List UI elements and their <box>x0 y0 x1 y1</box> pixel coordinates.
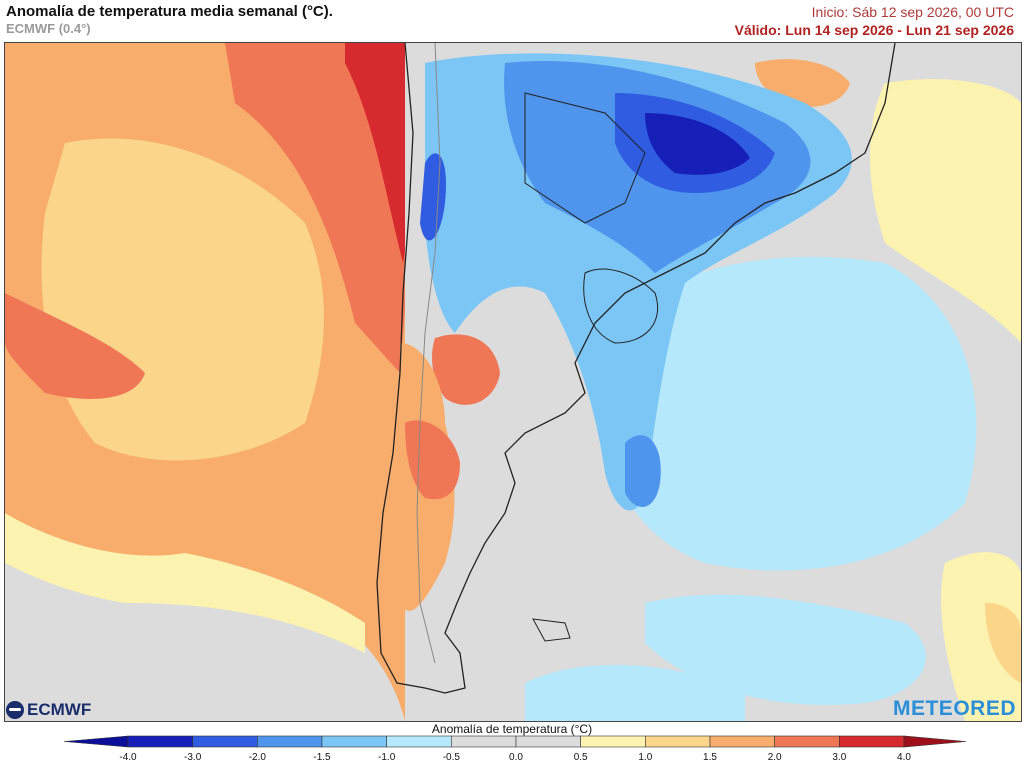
colorbar-segment <box>774 735 840 748</box>
colorbar-segment <box>580 735 646 748</box>
colorbar-tick-label: 1.0 <box>638 752 653 763</box>
colorbar-segment <box>839 735 905 748</box>
colorbar-ticks: -4.0 -3.0 -2.0 -1.5 -1.0 -0.5 0.0 0.5 1.0 1.5 2.0 3… <box>0 752 1024 766</box>
atlantic-cold-patch <box>625 435 661 507</box>
southeast-warm-patch <box>985 603 1021 683</box>
pacific-warm-patch <box>5 293 145 399</box>
map-title: Anomalía de temperatura media semanal (°… <box>6 3 333 20</box>
coastal-hot-band <box>345 43 417 263</box>
south-pacific-mild <box>5 513 365 653</box>
colorbar-segment <box>192 735 258 748</box>
argentina-warm-patch <box>432 334 500 405</box>
valid-period: Válido: Lun 14 sep 2026 - Lun 21 sep 202… <box>734 22 1014 38</box>
colorbar-tick-label: 2.0 <box>767 752 782 763</box>
malvinas-islands <box>532 618 571 642</box>
cold-anomaly-core <box>645 113 750 175</box>
uruguay-border <box>583 268 659 344</box>
colorbar-tick-label: -1.5 <box>313 752 331 763</box>
colorbar-under-arrow <box>63 735 129 748</box>
bolivia-border <box>524 92 646 224</box>
colorbar <box>63 735 967 748</box>
colorbar-title: Anomalía de temperatura (°C) <box>431 722 593 736</box>
ecmwf-logo-icon <box>6 701 24 719</box>
colorbar-tick-label: 0.0 <box>509 752 523 763</box>
ecmwf-logo-text: ECMWF <box>27 700 92 719</box>
brazil-coast-mild <box>870 79 1021 343</box>
andes-border <box>416 43 441 664</box>
model-label: ECMWF (0.4°) <box>6 21 91 36</box>
colorbar-segment <box>386 735 452 748</box>
colorbar-tick-label: -2.0 <box>248 752 266 763</box>
map-canvas <box>5 43 1021 721</box>
colorbar-over-arrow <box>903 735 967 748</box>
init-time: Inicio: Sáb 12 sep 2026, 00 UTC <box>811 4 1014 20</box>
atlantic-cool-area <box>595 256 977 571</box>
patagonia-warm-patch <box>405 420 460 500</box>
colorbar-segment <box>451 735 517 748</box>
colorbar-tick-label: 1.5 <box>703 752 717 763</box>
southeast-mild <box>941 552 1021 721</box>
colorbar-tick-label: 0.5 <box>573 752 588 763</box>
south-atlantic-cool <box>645 594 926 705</box>
coastline <box>376 43 896 694</box>
colorbar-segment <box>127 735 193 748</box>
colorbar-segment <box>321 735 387 748</box>
colorbar-tick-label: 4.0 <box>897 752 911 763</box>
far-south-cool <box>525 664 745 721</box>
meteored-logo: METEORED <box>892 697 1016 720</box>
colorbar-tick-label: 3.0 <box>832 752 847 763</box>
colorbar-segment <box>257 735 323 748</box>
ecmwf-logo: ECMWF <box>6 700 91 720</box>
header-left: Anomalía de temperatura media semanal (°… <box>6 3 333 37</box>
colorbar-tick-label: -4.0 <box>119 752 137 763</box>
temperature-anomaly-map <box>4 42 1022 722</box>
coastal-warm-band <box>225 43 415 373</box>
colorbar-segment <box>645 735 711 748</box>
header-right: Inicio: Sáb 12 sep 2026, 00 UTC Válido: … <box>735 3 1014 39</box>
colorbar-segment <box>709 735 775 748</box>
colorbar-tick-label: -1.0 <box>378 752 396 763</box>
colorbar-segment <box>515 735 581 748</box>
colorbar-tick-label: -3.0 <box>184 752 202 763</box>
colorbar-tick-label: -0.5 <box>442 752 460 763</box>
